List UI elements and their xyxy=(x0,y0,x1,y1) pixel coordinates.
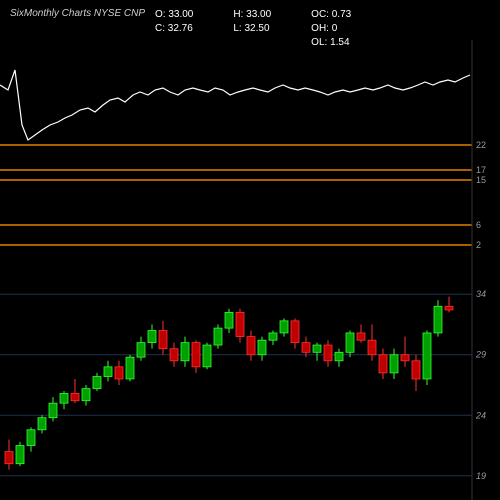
candle-body xyxy=(280,321,288,333)
candle-body xyxy=(82,389,90,401)
candle-body xyxy=(104,367,112,377)
candle-body xyxy=(401,355,409,361)
candle-body xyxy=(214,328,222,345)
hline-label: 17 xyxy=(476,165,486,175)
candle-body xyxy=(291,321,299,343)
hline-label: 22 xyxy=(476,140,486,150)
candle-body xyxy=(269,333,277,340)
candle-body xyxy=(49,403,57,418)
candle-body xyxy=(181,343,189,361)
candle-body xyxy=(27,430,35,446)
chart-canvas: 22 1715 6 2 34 29 24 19 xyxy=(0,0,500,500)
candle-body xyxy=(148,331,156,343)
candle-body xyxy=(137,343,145,358)
candle-body xyxy=(313,345,321,352)
candle-body xyxy=(192,343,200,367)
candle-body xyxy=(423,333,431,379)
candle-body xyxy=(324,345,332,361)
candle-body xyxy=(434,306,442,333)
candle-body xyxy=(5,452,13,464)
candle-body xyxy=(412,361,420,379)
hline-label: 2 xyxy=(476,240,481,250)
price-axis-label: 19 xyxy=(476,471,486,481)
candle-body xyxy=(368,340,376,355)
candle-body xyxy=(93,377,101,389)
candle-body xyxy=(335,352,343,360)
price-axis-label: 34 xyxy=(476,289,486,299)
candle-body xyxy=(71,393,79,400)
candle-body xyxy=(445,306,453,310)
price-axis-label: 24 xyxy=(475,410,486,420)
candle-body xyxy=(379,355,387,373)
candle-body xyxy=(203,345,211,367)
candle-body xyxy=(236,312,244,336)
hline-label: 6 xyxy=(476,220,481,230)
candle-body xyxy=(258,340,266,355)
candle-body xyxy=(225,312,233,328)
candle-body xyxy=(390,355,398,373)
indicator-line xyxy=(0,70,470,140)
candle-body xyxy=(115,367,123,379)
candle-body xyxy=(346,333,354,352)
candle-body xyxy=(159,331,167,349)
candle-body xyxy=(247,337,255,355)
candle-body xyxy=(302,343,310,353)
candle-body xyxy=(16,446,24,464)
price-axis-label: 29 xyxy=(475,350,486,360)
candle-body xyxy=(60,393,68,403)
candle-body xyxy=(170,349,178,361)
hline-label: 15 xyxy=(476,175,486,185)
candle-body xyxy=(38,418,46,430)
candle-body xyxy=(126,357,134,379)
candle-body xyxy=(357,333,365,340)
